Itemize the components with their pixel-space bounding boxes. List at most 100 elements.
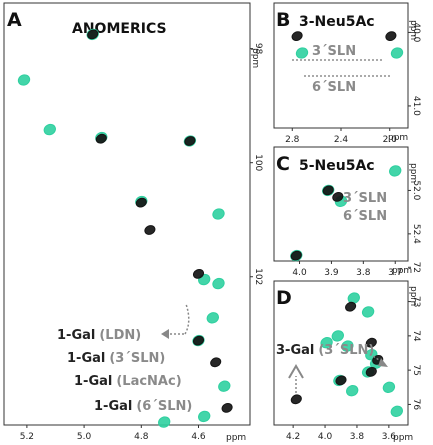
panel-a-label-lacnac: 1-Gal (LacNAc) xyxy=(74,374,182,389)
panel-a-black-peak xyxy=(221,403,233,413)
panel-a-label-ldn-prefix: 1-Gal xyxy=(57,328,95,343)
panel-a-green-peak xyxy=(158,416,171,428)
panel-a-x-tick-label: 4.8 xyxy=(134,432,149,442)
panel-d-arrow xyxy=(288,364,304,393)
panel-a-x-tick-label: 5.0 xyxy=(77,432,92,442)
panel-a-label-6sln-prefix: 1-Gal xyxy=(94,399,132,414)
panel-d-plot xyxy=(290,292,403,417)
panel-b-black-peak xyxy=(291,31,303,41)
panel-d-letter: D xyxy=(276,287,292,309)
panel-d-green-peak xyxy=(382,381,396,393)
panel-d-black-peak xyxy=(365,367,377,377)
panel-a-green-peak xyxy=(198,410,211,423)
panel-b-x-tick-label: 2.8 xyxy=(285,135,300,145)
panel-b-xlabel: ppm xyxy=(388,133,408,143)
panel-a-black-peak xyxy=(95,133,107,144)
panel-c-y-tick-label: 52.4 xyxy=(411,224,421,244)
panel-b-black-peak xyxy=(385,31,397,41)
panel-a-black-peak xyxy=(210,357,222,368)
panel-b-letter: B xyxy=(276,9,290,31)
panel-a-x-tick-label: 4.6 xyxy=(191,432,206,442)
panel-a-label-3sln-name: (3´SLN) xyxy=(109,351,165,366)
panel-a-label-lacnac-name: (LacNAc) xyxy=(116,374,181,389)
panel-d-x-tick-label: 3.6 xyxy=(382,432,397,442)
svg-text:1-Gal(LacNAc): 1-Gal (LacNAc) xyxy=(74,374,182,389)
panel-a-green-peak xyxy=(43,123,56,136)
panel-a-label-ldn-name: (LDN) xyxy=(99,328,141,343)
panel-a-black-peak xyxy=(184,136,196,146)
svg-text:1-Gal(LDN): 1-Gal (LDN) xyxy=(57,328,141,343)
panel-a-y-tick-label: 100 xyxy=(253,154,263,171)
panel-a-y-tick-label: 98 xyxy=(253,43,263,55)
panel-b-label-3sln: 3´SLN xyxy=(312,44,356,59)
panel-a-green-peak xyxy=(206,312,219,324)
panel-d-green-peak xyxy=(347,292,360,304)
panel-a-label-6sln-name: (6´SLN) xyxy=(136,399,192,414)
panel-d-arrow-right xyxy=(369,353,388,367)
panel-a-letter: A xyxy=(7,9,22,31)
panel-b-axes: 2.8 2.4 2.0 40.0 41.0 xyxy=(285,22,421,145)
panel-d-x-tick-label: 4.2 xyxy=(286,432,300,442)
panel-d-green-peak xyxy=(346,385,359,397)
panel-a-ldn-arrow xyxy=(161,303,190,339)
panel-b-plot xyxy=(291,31,404,59)
panel-a-green-peak xyxy=(218,380,231,392)
panel-d-black-peak xyxy=(335,375,347,386)
panel-d-label: 3-Gal (3´SLN) xyxy=(276,343,374,358)
panel-c-ylabel: ppm xyxy=(408,163,418,183)
panel-d-y-tick-label: 74 xyxy=(411,330,421,342)
panel-a-label-lacnac-prefix: 1-Gal xyxy=(74,374,112,389)
panel-a-label-6sln: 1-Gal (6´SLN) xyxy=(94,399,192,414)
svg-text:1-Gal(3´SLN): 1-Gal (3´SLN) xyxy=(67,351,165,366)
panel-d-green-peak xyxy=(341,340,354,352)
panel-a-green-peak xyxy=(17,74,31,86)
panel-d-y-tick-label: 76 xyxy=(411,399,421,411)
panel-a-label-ldn: 1-Gal (LDN) xyxy=(57,328,141,343)
panel-d: D 4.2 4.0 3.8 3.6 72 73 74 75 76 3-Gal (3´SLN) pp… xyxy=(273,262,421,443)
panel-d-label-prefix: 3-Gal xyxy=(276,343,314,358)
panel-c-x-tick-label: 3.9 xyxy=(324,268,339,278)
panel-d-y-tick-label: 75 xyxy=(411,364,421,375)
panel-d-green-peak xyxy=(361,306,375,318)
panel-a-label-3sln-prefix: 1-Gal xyxy=(67,351,105,366)
panel-c-black-peak xyxy=(322,185,334,196)
panel-c-black-peak xyxy=(290,250,302,261)
panel-a-ylabel: ppm xyxy=(250,48,260,68)
panel-a-black-peak xyxy=(87,29,99,40)
panel-c-x-tick-label: 4.0 xyxy=(292,268,307,278)
panel-a-axes: 5.2 5.0 4.8 4.6 98 100 102 xyxy=(20,43,263,442)
panel-c: C 5-Neu5Ac 4.0 3.9 3.8 3.7 52.0 52.4 3´SLN 6´… xyxy=(273,146,421,278)
panel-c-black-peak xyxy=(332,192,344,202)
panel-d-black-peak xyxy=(365,337,377,348)
panel-d-green-peak xyxy=(390,405,403,417)
panel-c-x-tick-label: 3.8 xyxy=(356,268,371,278)
panel-c-label-6sln: 6´SLN xyxy=(343,209,387,224)
panel-d-label-name: (3´SLN) xyxy=(318,343,374,358)
panel-a-x-tick-label: 5.2 xyxy=(20,432,34,442)
panel-b-ylabel: ppm xyxy=(408,20,418,40)
panel-c-xlabel: ppm xyxy=(392,266,412,276)
panel-d-y-tick-label: 73 xyxy=(411,296,421,307)
panel-a-plot xyxy=(17,28,233,428)
panel-d-axes: 4.2 4.0 3.8 3.6 72 73 74 75 76 xyxy=(286,262,421,442)
panel-b-x-tick-label: 2.0 xyxy=(383,135,398,145)
panel-b-label-6sln: 6´SLN xyxy=(312,80,356,95)
panel-c-letter: C xyxy=(276,153,290,175)
panel-b-green-peak xyxy=(295,47,309,59)
panel-a-black-peak xyxy=(144,225,156,235)
panel-d-y-tick-label: 72 xyxy=(411,262,421,273)
panel-a-black-peak xyxy=(192,335,205,346)
panel-b-title: 3-Neu5Ac xyxy=(299,14,375,30)
panel-c-axes: 4.0 3.9 3.8 3.7 52.0 52.4 xyxy=(292,180,421,278)
panel-c-label-3sln: 3´SLN xyxy=(343,191,387,206)
svg-text:1-Gal(6´SLN): 1-Gal (6´SLN) xyxy=(94,399,192,414)
panel-c-y-tick-label: 52.0 xyxy=(411,180,421,200)
panel-c-plot xyxy=(290,165,402,262)
panel-d-black-peak xyxy=(290,394,302,405)
panel-b-x-tick-label: 2.4 xyxy=(334,135,349,145)
panel-a-green-peak xyxy=(212,208,225,220)
panel-c-green-peak xyxy=(389,165,402,177)
panel-a: A ANOMERICS 5.2 5.0 4.8 4.6 98 100 102 ppm ppm… xyxy=(3,2,263,443)
panel-d-x-tick-label: 4.0 xyxy=(318,432,333,442)
